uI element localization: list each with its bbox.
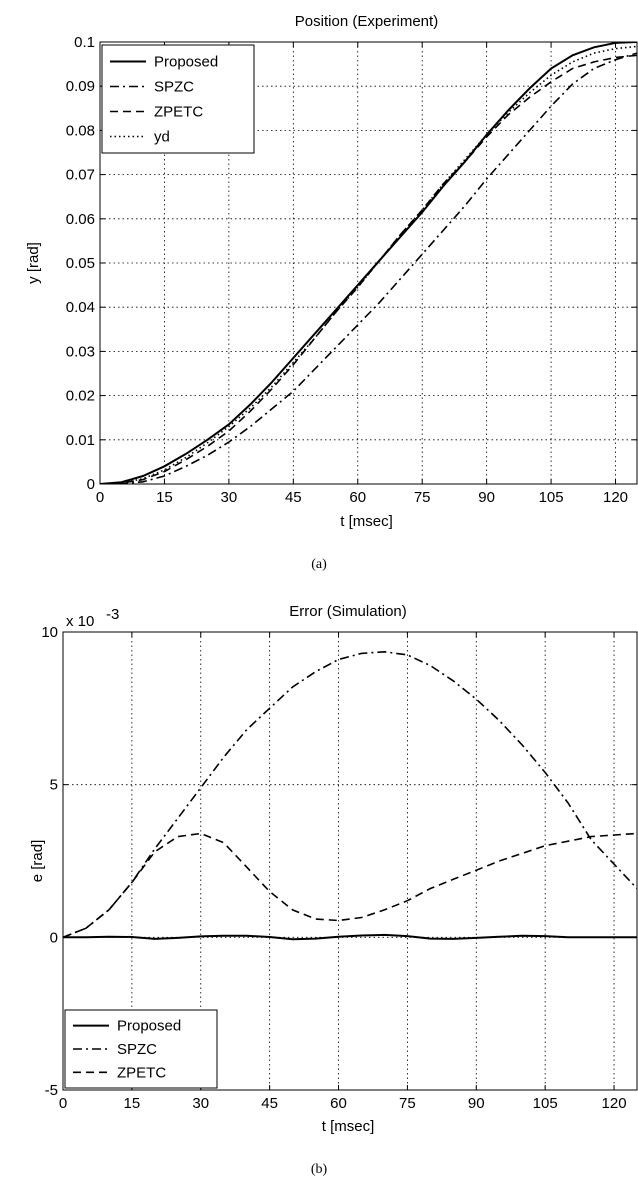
x-tick-label: 105 — [539, 489, 564, 506]
legend: Proposed SPZC ZPETC yd — [101, 44, 255, 154]
y-tick-label: 0.1 — [74, 34, 95, 51]
plot-frame — [62, 631, 638, 1091]
y-axis-label: e [rad] — [29, 840, 46, 883]
series-line-spzc — [63, 650, 637, 939]
x-tick-label: 0 — [96, 489, 104, 506]
x-axis-label: t [msec] — [322, 1118, 375, 1135]
y-tick-label: 0.03 — [66, 343, 95, 360]
legend-label: ZPETC — [154, 104, 203, 121]
legend-label: Proposed — [154, 54, 218, 71]
chart-title: Error (Simulation) — [289, 603, 407, 620]
y-tick-label: 5 — [50, 777, 58, 794]
y-axis-label: y [rad] — [25, 242, 42, 284]
x-tick-label: 0 — [59, 1095, 67, 1112]
y-tick-label: 0.06 — [66, 211, 95, 228]
x-axis-label: t [msec] — [340, 513, 393, 530]
y-tick-label: 0.02 — [66, 388, 95, 405]
series-line-zpetc — [63, 832, 637, 939]
x-tick-label: 105 — [533, 1095, 558, 1112]
legend-label: SPZC — [154, 79, 194, 96]
x-tick-label: 90 — [468, 1095, 485, 1112]
y-tick-label: 0 — [50, 929, 58, 946]
x-tick-label: 120 — [602, 1095, 627, 1112]
y-exponent-label: x 10 — [66, 613, 94, 630]
x-tick-label: 60 — [349, 489, 366, 506]
x-tick-label: 30 — [221, 489, 238, 506]
x-tick-label: 45 — [261, 1095, 278, 1112]
x-tick-label: 15 — [156, 489, 173, 506]
x-tick-label: 75 — [399, 1095, 416, 1112]
y-tick-label: 0.05 — [66, 255, 95, 272]
legend-box — [64, 1009, 218, 1089]
legend-label: SPZC — [117, 1041, 157, 1058]
y-tick-label: -5 — [45, 1082, 58, 1099]
y-tick-label: 0.01 — [66, 432, 95, 449]
x-tick-label: 75 — [414, 489, 431, 506]
legend-box — [101, 44, 255, 154]
series-line-spzc — [100, 52, 637, 484]
x-tick-label: 60 — [330, 1095, 347, 1112]
figure-caption: (a) — [311, 557, 327, 572]
chart-title: Position (Experiment) — [295, 13, 438, 30]
series-line-yd — [100, 45, 637, 484]
x-tick-label: 30 — [192, 1095, 209, 1112]
y-tick-label: 0.09 — [66, 78, 95, 95]
x-tick-label: 45 — [285, 489, 302, 506]
y-tick-label: 0 — [87, 476, 95, 493]
legend-label: ZPETC — [117, 1064, 166, 1081]
figure-caption: (b) — [311, 1162, 328, 1177]
y-tick-label: 10 — [41, 624, 58, 641]
legend: Proposed SPZC ZPETC — [64, 1009, 218, 1089]
y-exponent-power: -3 — [106, 606, 119, 623]
y-tick-label: 0.04 — [66, 299, 95, 316]
series-line-proposed — [63, 933, 637, 941]
x-tick-label: 120 — [603, 489, 628, 506]
y-tick-label: 0.08 — [66, 122, 95, 139]
legend-label: Proposed — [117, 1018, 181, 1035]
legend-label: yd — [154, 129, 170, 146]
x-tick-label: 90 — [478, 489, 495, 506]
x-tick-label: 15 — [124, 1095, 141, 1112]
y-tick-label: 0.07 — [66, 167, 95, 184]
chart-position-experiment: 0 15 30 45 60 75 90 105 120 0 0.01 0.02 0.03 0.04 0.05… — [25, 13, 638, 572]
